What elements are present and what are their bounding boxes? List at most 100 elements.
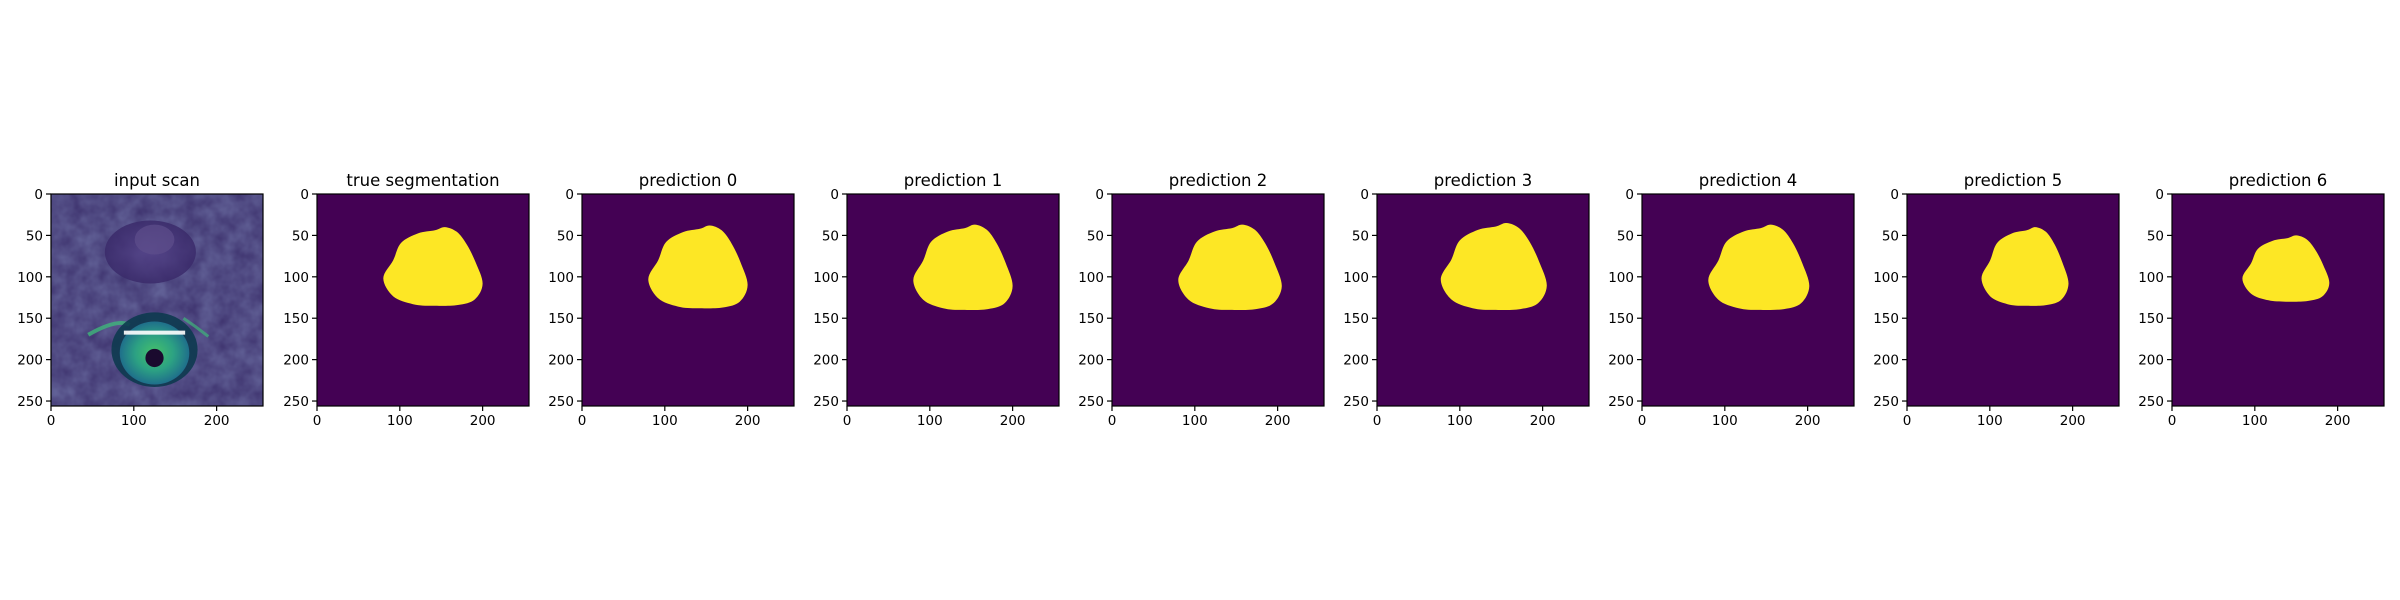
x-tick-label: 100 xyxy=(2242,413,2268,429)
panel-true-segmentation: true segmentation 0 100 200 0 50 100 150 200 250 xyxy=(283,171,530,429)
x-tick-label: 0 xyxy=(1108,413,1117,429)
y-tick-label: 150 xyxy=(1608,311,1634,327)
y-tick-label: 150 xyxy=(17,311,43,327)
axes-frame xyxy=(1111,193,1325,407)
y-tick-label: 0 xyxy=(34,187,43,203)
x-tick-label: 100 xyxy=(1447,413,1473,429)
panel-title: prediction 6 xyxy=(2229,171,2328,190)
mri-image xyxy=(51,194,263,406)
y-tick-label: 0 xyxy=(1360,187,1369,203)
urethra-region xyxy=(134,224,175,255)
y-tick-label: 0 xyxy=(300,187,309,203)
y-tick-label: 250 xyxy=(2138,394,2164,410)
y-tick-label: 200 xyxy=(1608,353,1634,369)
panel-title: true segmentation xyxy=(346,171,499,190)
y-tick-label: 50 xyxy=(1352,228,1369,244)
segmentation-image xyxy=(582,194,794,406)
y-tick-label: 150 xyxy=(283,311,309,327)
x-tick-label: 200 xyxy=(2325,413,2351,429)
mask-region xyxy=(2242,235,2330,302)
mask-region xyxy=(1708,224,1810,311)
x-tick-label: 200 xyxy=(1000,413,1026,429)
y-tick-label: 100 xyxy=(17,270,43,286)
panel-prediction-1: prediction 1 0 100 200 0 50 100 150 200 250 xyxy=(813,171,1060,429)
x-tick-label: 100 xyxy=(652,413,678,429)
segmentation-image xyxy=(317,194,529,406)
y-tick-label: 250 xyxy=(1873,394,1899,410)
y-tick-label: 50 xyxy=(2147,228,2164,244)
x-tick-label: 0 xyxy=(1903,413,1912,429)
y-tick-label: 150 xyxy=(1343,311,1369,327)
x-tick-label: 100 xyxy=(917,413,943,429)
y-tick-label: 50 xyxy=(1882,228,1899,244)
y-tick-label: 200 xyxy=(548,353,574,369)
y-tick-label: 0 xyxy=(830,187,839,203)
panel-title: input scan xyxy=(114,171,200,190)
y-tick-label: 150 xyxy=(813,311,839,327)
panel-title: prediction 0 xyxy=(639,171,738,190)
x-tick-label: 100 xyxy=(1712,413,1738,429)
x-tick-label: 200 xyxy=(2060,413,2086,429)
y-tick-label: 200 xyxy=(813,353,839,369)
segmentation-image xyxy=(847,194,1059,406)
y-tick-label: 100 xyxy=(1873,270,1899,286)
y-tick-label: 150 xyxy=(2138,311,2164,327)
segmentation-image xyxy=(1112,194,1324,406)
x-tick-label: 0 xyxy=(843,413,852,429)
axes-frame xyxy=(1906,193,2120,407)
axes-frame xyxy=(2171,193,2385,407)
y-tick-label: 50 xyxy=(26,228,43,244)
y-tick-label: 250 xyxy=(1608,394,1634,410)
x-tick-label: 100 xyxy=(121,413,147,429)
y-tick-label: 100 xyxy=(2138,270,2164,286)
x-tick-label: 200 xyxy=(735,413,761,429)
panel-title: prediction 4 xyxy=(1699,171,1798,190)
segmentation-image xyxy=(2172,194,2384,406)
y-tick-label: 200 xyxy=(283,353,309,369)
panel-prediction-3: prediction 3 0 100 200 0 50 100 150 200 250 xyxy=(1343,171,1590,429)
mask-region xyxy=(1178,224,1282,311)
y-tick-label: 250 xyxy=(813,394,839,410)
panel-prediction-4: prediction 4 0 100 200 0 50 100 150 200 250 xyxy=(1608,171,1855,429)
bright-tissue-right xyxy=(182,316,210,338)
panel-prediction-5: prediction 5 0 100 200 0 50 100 150 200 250 xyxy=(1873,171,2120,429)
y-tick-label: 50 xyxy=(822,228,839,244)
mask-region xyxy=(648,225,748,309)
x-tick-label: 0 xyxy=(1638,413,1647,429)
x-tick-label: 100 xyxy=(1977,413,2003,429)
coil-center xyxy=(145,348,164,368)
axes-frame xyxy=(50,193,264,407)
x-tick-label: 0 xyxy=(1373,413,1382,429)
panel-title: prediction 3 xyxy=(1434,171,1533,190)
mask-region xyxy=(383,227,483,306)
x-tick-label: 100 xyxy=(1182,413,1208,429)
y-tick-label: 100 xyxy=(283,270,309,286)
y-tick-label: 150 xyxy=(1078,311,1104,327)
y-tick-label: 250 xyxy=(283,394,309,410)
panel-title: prediction 5 xyxy=(1964,171,2063,190)
x-tick-label: 200 xyxy=(204,413,230,429)
y-tick-label: 100 xyxy=(1608,270,1634,286)
x-tick-label: 200 xyxy=(1795,413,1821,429)
y-tick-label: 0 xyxy=(1625,187,1634,203)
segmentation-image xyxy=(1377,194,1589,406)
y-tick-label: 200 xyxy=(2138,353,2164,369)
segmentation-image xyxy=(1907,194,2119,406)
x-tick-label: 0 xyxy=(47,413,56,429)
y-tick-label: 50 xyxy=(292,228,309,244)
x-tick-label: 200 xyxy=(1530,413,1556,429)
x-tick-label: 200 xyxy=(1265,413,1291,429)
x-tick-label: 0 xyxy=(313,413,322,429)
mask-region xyxy=(1981,227,2069,306)
panel-prediction-2: prediction 2 0 100 200 0 50 100 150 200 250 xyxy=(1078,171,1325,429)
axes-frame xyxy=(316,193,530,407)
panel-title: prediction 1 xyxy=(904,171,1003,190)
y-tick-label: 150 xyxy=(1873,311,1899,327)
panel-prediction-6: prediction 6 0 100 200 0 50 100 150 200 250 xyxy=(2138,171,2385,429)
axes-frame xyxy=(1641,193,1855,407)
x-tick-label: 200 xyxy=(470,413,496,429)
y-tick-label: 100 xyxy=(1343,270,1369,286)
panel-title: prediction 2 xyxy=(1169,171,1268,190)
coil-edge xyxy=(123,330,186,335)
